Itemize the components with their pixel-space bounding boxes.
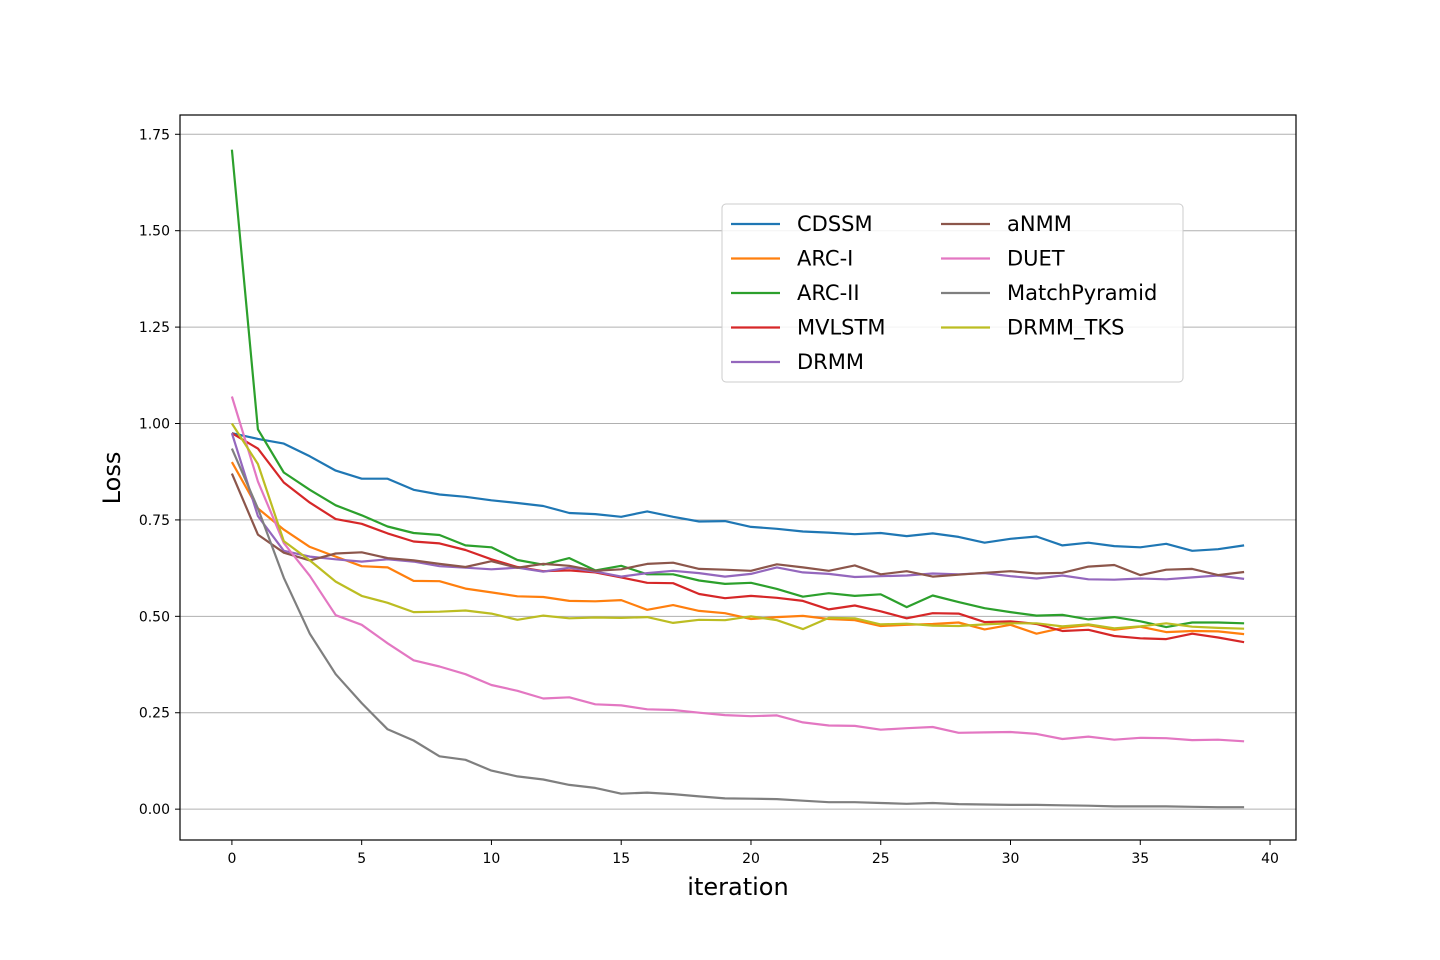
legend-label: MVLSTM: [797, 316, 885, 340]
series-line-matchpyramid: [230, 448, 1245, 809]
series-lines: [230, 149, 1245, 809]
x-tick-label: 35: [1131, 851, 1149, 867]
x-tick-label: 0: [227, 851, 236, 867]
plot-frame: [179, 114, 1297, 841]
series-line-anmm: [230, 473, 1245, 578]
series-line-drmm-tks: [230, 422, 1245, 631]
y-tick-label: 1.25: [139, 320, 170, 336]
legend-label: ARC-II: [797, 281, 860, 305]
x-tick-label: 5: [357, 851, 366, 867]
legend-label: aNMM: [1007, 212, 1072, 236]
series-line-arc-ii: [230, 149, 1245, 629]
y-tick-label: 0.25: [139, 706, 170, 722]
x-axis: 0 5 10 15 20 25 30 35 40: [227, 840, 1279, 867]
y-axis: 0.00 0.25 0.50 0.75 1.00 1.25 1.50 1.75: [139, 127, 180, 818]
legend-label: ARC-I: [797, 247, 853, 271]
series-line-cdssm: [231, 432, 1245, 552]
y-axis-label: Loss: [98, 452, 126, 505]
y-tick-label: 1.75: [139, 127, 170, 143]
x-tick-label: 30: [1002, 851, 1020, 867]
legend-label: CDSSM: [797, 212, 873, 236]
legend-label: MatchPyramid: [1007, 281, 1157, 305]
y-tick-label: 1.00: [139, 417, 170, 433]
x-tick-label: 40: [1261, 851, 1279, 867]
x-tick-label: 15: [612, 851, 630, 867]
legend-label: DRMM: [797, 350, 864, 374]
x-tick-label: 10: [483, 851, 501, 867]
series-line-duet: [230, 396, 1245, 743]
y-tick-label: 0.50: [139, 609, 170, 625]
legend: CDSSM ARC-I ARC-II MVLSTM DRMM aNMM DUET MatchP…: [721, 203, 1184, 383]
legend-label: DUET: [1007, 247, 1065, 271]
series-line-drmm: [230, 432, 1245, 581]
y-tick-label: 0.75: [139, 513, 170, 529]
x-axis-label: iteration: [687, 873, 788, 901]
series-line-arc-i: [230, 461, 1245, 636]
legend-label: DRMM_TKS: [1007, 316, 1124, 341]
x-tick-label: 20: [742, 851, 760, 867]
y-tick-label: 1.50: [139, 224, 170, 240]
series-line-mvlstm: [231, 432, 1245, 644]
y-tick-label: 0.00: [139, 802, 170, 818]
x-tick-label: 25: [872, 851, 890, 867]
